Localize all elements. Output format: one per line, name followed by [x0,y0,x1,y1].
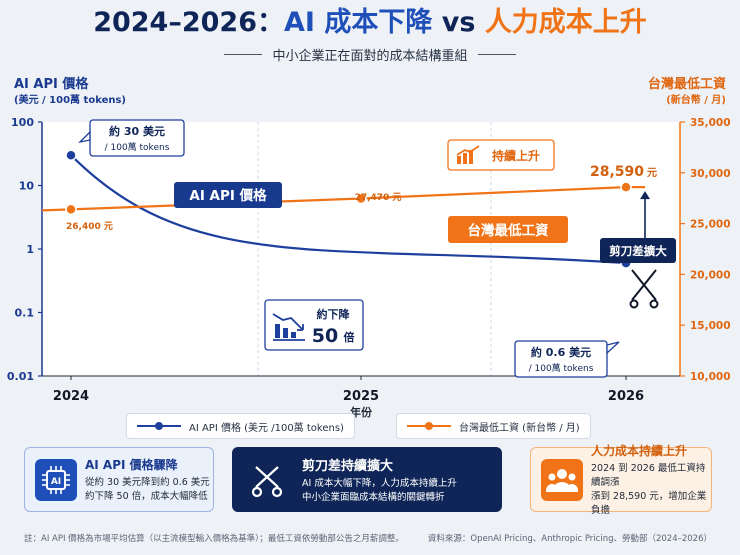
source-note: 資料來源：OpenAI Pricing、Anthropic Pricing、勞動… [427,534,712,544]
card-ai-price-drop: AI AI API 價格驟降 從約 30 美元降到約 0.6 美元 約下降 50… [24,447,214,512]
legend-item-min-wage: 台灣最低工資 (新台幣 / 月) [396,413,591,439]
right-axis-title-text: 台灣最低工資 [647,77,726,92]
people-icon [541,458,583,501]
right-axis-ticks: 35,000 30,000 25,000 20,000 15,000 10,000 [680,117,731,383]
wage-2026-unit: 元 [647,167,657,179]
legend-label-ai: AI API 價格 (美元 /100萬 tokens) [189,422,344,434]
left-tick-label: 100 [11,116,34,129]
title-ai-cost: AI 成本下降 [283,7,433,38]
drop-label: 約下降 [317,307,351,321]
ai-price-point [65,149,77,161]
scissors-card-icon [246,459,288,501]
ai-start-unit: / 100萬 tokens [105,141,170,153]
x-tick-label: 2024 [53,389,89,404]
ai-chip-icon: AI [35,458,77,501]
title-labor-cost: 人力成本上升 [484,7,647,38]
right-tick-label: 25,000 [690,219,731,231]
drop-multiple-unit: 倍 [344,330,355,344]
left-axis-ticks: 100 10 1 0.1 0.01 [7,116,42,383]
series-line-ai-price [70,154,627,265]
left-axis-unit: (美元 / 100萬 tokens) [14,95,126,106]
drop-callout: 約下降 50 倍 [264,299,364,351]
card-labor-text-1: 2024 到 2026 最低工資持續調漲 [591,462,706,488]
ai-end-value: 約 0.6 美元 [531,345,591,359]
card-ai-title: AI API 價格驟降 [85,457,178,472]
footnote: 註：AI API 價格為市場平均估算（以主流模型輸入價格為基準）；最低工資依勞動… [24,534,404,544]
min-wage-point [355,192,367,205]
right-axis-title: 台灣最低工資 (新台幣 / 月) [648,77,726,109]
dual-axis-line-chart: 100 10 1 0.1 0.01 35,000 30,000 25,000 20,000 15… [7,116,731,419]
ai-end-callout: 約 0.6 美元 / 100萬 tokens [514,340,620,378]
left-tick-label: 0.1 [15,307,35,320]
ai-series-tag-label: AI API 價格 [189,187,267,204]
left-tick-label: 10 [19,180,35,193]
x-tick-label: 2025 [343,389,379,404]
left-axis-title: AI API 價格 (美元 / 100萬 tokens) [14,77,126,109]
left-tick-label: 1 [26,243,34,256]
subtitle-text: 中小企業正在面對的成本結構重組 [272,49,468,64]
ai-start-value: 約 30 美元 [109,124,165,138]
right-tick-label: 20,000 [690,269,731,281]
right-tick-label: 30,000 [690,168,731,180]
right-axis-unit: (新台幣 / 月) [666,95,726,106]
right-tick-label: 35,000 [690,117,731,129]
right-tick-label: 10,000 [690,371,731,383]
chart-down-icon [272,313,305,341]
card-labor-rise: 人力成本持續上升 2024 到 2026 最低工資持續調漲 漲到 28,590 … [530,444,712,516]
wage-2025-label: 27,470 元 [355,192,402,203]
left-tick-label: 0.01 [7,370,34,383]
legend-item-ai-price: AI API 價格 (美元 /100萬 tokens) [126,413,355,439]
wage-2026-value: 28,590 [590,164,644,180]
subtitle-divider-right [477,54,516,55]
card-gap-text-1: AI 成本大幅下降，人力成本持續上升 [302,477,457,489]
title-years: 2024–2026： [93,7,284,38]
card-labor-title: 人力成本持續上升 [591,443,688,458]
card-gap-text-2: 中小企業面臨成本結構的關鍵轉折 [302,491,445,503]
ai-end-unit: / 100萬 tokens [529,362,594,374]
x-axis-label: 年份 [350,405,373,419]
wage-2024-label: 26,400 元 [66,221,113,232]
card-ai-text-1: 從約 30 美元降到約 0.6 美元 [85,476,210,488]
trend-up-label: 持續上升 [492,148,540,163]
legend-label-wage: 台灣最低工資 (新台幣 / 月) [459,422,580,434]
subtitle-divider-left [224,54,263,55]
legend-swatch-ai [137,422,181,430]
card-scissors-gap: 剪刀差持續擴大 AI 成本大幅下降，人力成本持續上升 中小企業面臨成本結構的關鍵… [232,447,502,512]
card-gap-title: 剪刀差持續擴大 [302,458,394,474]
ai-series-tag: AI API 價格 [174,182,282,208]
wage-series-tag: 台灣最低工資 [448,216,568,243]
title-vs: vs [432,7,485,38]
svg-text:AI: AI [51,477,61,487]
card-ai-text-2: 約下降 50 倍，成本大幅降低 [85,490,208,502]
scissors-gap-label: 剪刀差擴大 [609,244,667,258]
subtitle: 中小企業正在面對的成本結構重組 [0,45,740,64]
left-axis-title-text: AI API 價格 [14,77,89,92]
legend-swatch-wage [407,422,451,430]
x-tick-label: 2026 [608,389,644,404]
ai-start-callout: 約 30 美元 / 100萬 tokens [78,119,185,157]
x-axis-ticks: 2024 2025 2026 [53,376,644,404]
drop-multiple: 50 [312,325,338,347]
chart-up-icon [456,145,480,164]
scissors-gap-tag: 剪刀差擴大 [600,238,676,263]
right-tick-label: 15,000 [690,320,731,332]
min-wage-point [620,181,632,193]
trend-up-tag: 持續上升 [447,139,555,171]
min-wage-point [65,203,77,216]
scissors-icon [629,269,659,309]
card-labor-text-2: 漲到 28,590 元，增加企業負擔 [591,490,707,516]
page-title: 2024–2026：AI 成本下降 vs 人力成本上升 [0,6,740,40]
wage-series-tag-label: 台灣最低工資 [468,222,549,239]
